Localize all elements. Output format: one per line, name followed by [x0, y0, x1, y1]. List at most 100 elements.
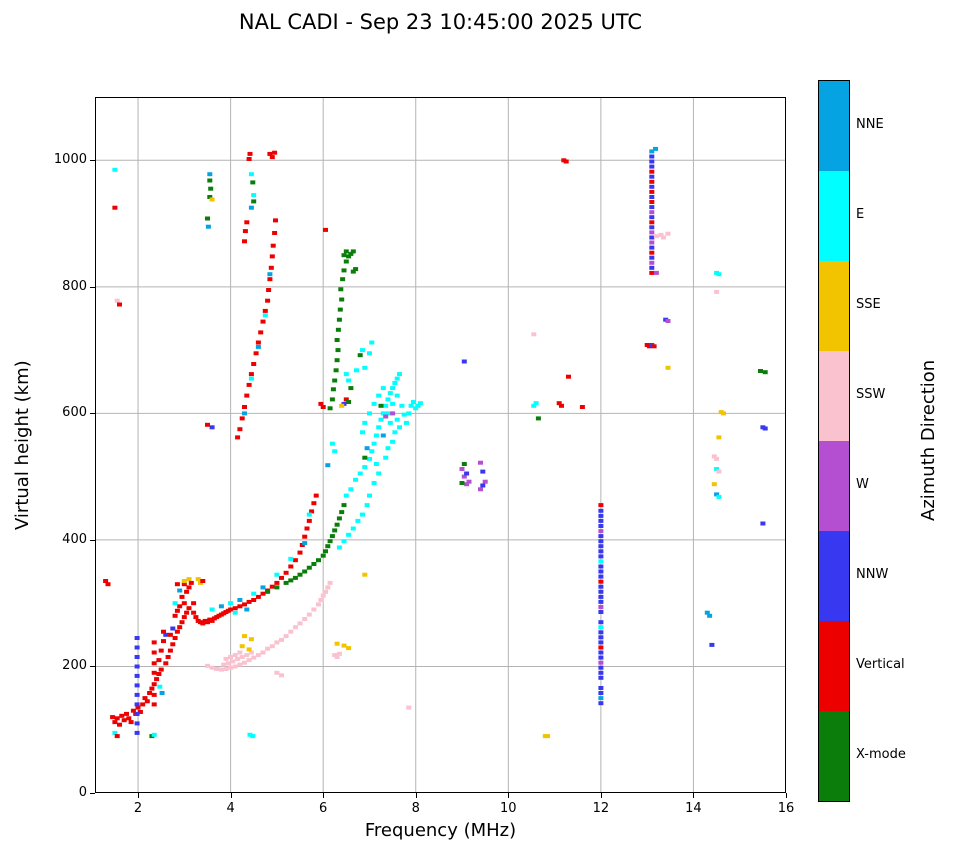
- scatter-point: [598, 655, 604, 660]
- scatter-point: [658, 232, 664, 237]
- scatter-point: [223, 656, 229, 661]
- scatter-point: [531, 332, 537, 337]
- scatter-point: [598, 665, 604, 670]
- scatter-point: [665, 231, 671, 236]
- scatter-point: [598, 539, 604, 544]
- scatter-point: [649, 184, 655, 189]
- scatter-point: [288, 564, 294, 569]
- scatter-point: [598, 503, 604, 508]
- colorbar-segment-NNW: [819, 531, 849, 621]
- scatter-point: [721, 411, 726, 416]
- scatter-point: [346, 532, 352, 537]
- scatter-point: [383, 455, 389, 460]
- scatter-point: [653, 270, 659, 275]
- scatter-point: [255, 344, 261, 349]
- scatter-point: [114, 716, 120, 721]
- scatter-point: [404, 420, 409, 425]
- scatter-point: [478, 460, 483, 465]
- scatter-point: [762, 426, 768, 431]
- x-tick: [230, 793, 232, 798]
- scatter-point: [247, 732, 253, 737]
- x-tick-label: 4: [226, 801, 235, 816]
- scatter-point: [401, 412, 407, 417]
- scatter-point: [579, 405, 585, 409]
- scatter-point: [649, 270, 655, 275]
- scatter-point: [348, 386, 354, 391]
- scatter-point: [151, 692, 157, 697]
- scatter-point: [237, 604, 243, 609]
- scatter-point: [649, 169, 655, 174]
- scatter-point: [184, 610, 190, 615]
- scatter-point: [329, 441, 335, 446]
- scatter-point: [394, 393, 400, 398]
- x-tick: [508, 793, 510, 798]
- scatter-point: [336, 516, 342, 521]
- scatter-point: [279, 673, 284, 678]
- scatter-point: [762, 370, 768, 375]
- scatter-point: [288, 578, 294, 583]
- scatter-point: [235, 656, 241, 661]
- scatter-point: [161, 639, 166, 644]
- scatter-point: [598, 640, 604, 645]
- scatter-point: [144, 699, 150, 704]
- scatter-point: [348, 487, 354, 492]
- scatter-point: [649, 220, 655, 225]
- scatter-point: [112, 205, 118, 210]
- chart-title: NAL CADI - Sep 23 10:45:00 2025 UTC: [238, 10, 643, 34]
- scatter-point: [195, 577, 201, 582]
- scatter-point: [316, 602, 321, 607]
- scatter-point: [205, 422, 210, 427]
- scatter-point: [390, 401, 396, 406]
- scatter-point: [181, 601, 187, 606]
- scatter-point: [334, 358, 340, 363]
- scatter-point: [311, 501, 317, 506]
- scatter-point: [367, 351, 372, 356]
- scatter-point: [378, 403, 384, 408]
- scatter-point: [253, 351, 259, 356]
- scatter-point: [174, 582, 180, 587]
- scatter-points: [103, 146, 768, 739]
- scatter-point: [343, 372, 349, 377]
- scatter-point: [209, 618, 215, 623]
- y-tick-label: 200: [62, 658, 87, 674]
- scatter-point: [274, 670, 280, 675]
- scatter-point: [232, 664, 238, 669]
- y-tick: [90, 793, 95, 794]
- scatter-point: [649, 205, 655, 210]
- scatter-point: [651, 344, 657, 349]
- scatter-point: [598, 594, 604, 599]
- scatter-point: [149, 686, 155, 691]
- scatter-point: [251, 598, 257, 602]
- scatter-point: [265, 298, 271, 303]
- scatter-point: [267, 277, 273, 282]
- y-tick: [90, 413, 95, 415]
- scatter-point: [265, 589, 271, 594]
- scatter-point: [376, 471, 382, 476]
- scatter-point: [306, 512, 312, 517]
- scatter-point: [292, 575, 298, 580]
- scatter-point: [346, 646, 352, 651]
- x-tick-label: 8: [411, 801, 420, 816]
- x-tick-label: 12: [592, 801, 610, 816]
- scatter-point: [274, 572, 280, 577]
- scatter-point: [408, 403, 414, 408]
- scatter-point: [156, 658, 162, 663]
- scatter-point: [209, 607, 215, 612]
- scatter-point: [177, 588, 183, 593]
- scatter-point: [390, 411, 396, 416]
- scatter-point: [649, 255, 655, 260]
- scatter-point: [318, 598, 324, 602]
- scatter-point: [130, 708, 136, 713]
- scatter-point: [346, 378, 352, 383]
- scatter-point: [336, 317, 342, 322]
- scatter-point: [714, 492, 720, 497]
- scatter-point: [242, 660, 247, 665]
- scatter-point: [339, 403, 345, 408]
- scatter-point: [336, 651, 342, 656]
- scatter-point: [313, 493, 319, 498]
- scatter-point: [649, 225, 655, 230]
- scatter-point: [283, 634, 289, 639]
- scatter-point: [181, 615, 187, 620]
- scatter-point: [135, 705, 141, 710]
- scatter-point: [247, 151, 253, 156]
